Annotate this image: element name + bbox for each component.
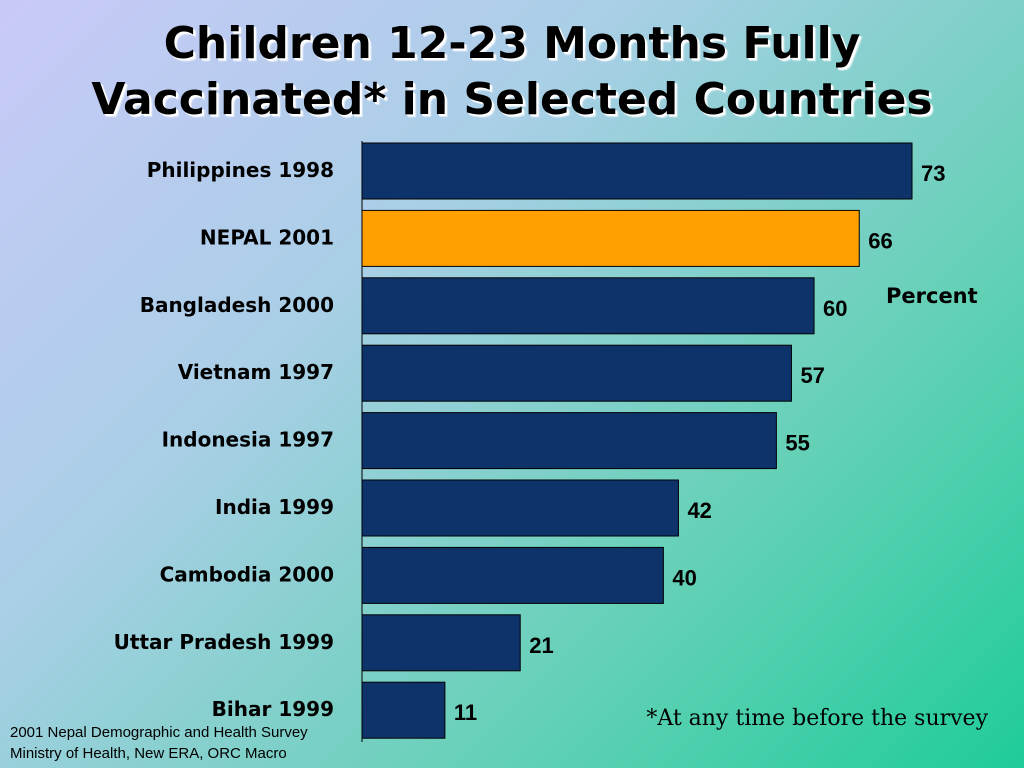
source-note: 2001 Nepal Demographic and Health Survey… [10,722,308,764]
value-label: 73 [921,161,945,186]
footnote: *At any time before the survey [646,706,988,731]
chart-title: Children 12-23 Months Fully Vaccinated* … [0,16,1024,128]
bar [361,344,792,402]
value-label: 60 [823,296,847,321]
source-line-2: Ministry of Health, New ERA, ORC Macro [10,745,287,762]
category-label: Bangladesh 2000 [140,293,334,317]
value-label: 57 [800,363,824,388]
value-label: 11 [454,700,477,725]
bar [361,142,913,200]
category-label: Bihar 1999 [212,697,334,721]
category-label: Indonesia 1997 [162,428,334,452]
value-label: 55 [785,431,809,456]
category-label: NEPAL 2001 [200,225,334,249]
value-label: 40 [672,565,696,590]
bar [361,479,679,537]
chart-title-line-2: Vaccinated* in Selected Countries [91,74,933,125]
bar [361,209,860,267]
value-label: 66 [868,228,892,253]
value-label: 21 [529,633,553,658]
bar [361,614,521,672]
category-label: Uttar Pradesh 1999 [114,630,334,654]
category-label: India 1999 [215,495,334,519]
unit-label: Percent [886,284,978,308]
bar [361,412,777,470]
bar [361,546,664,604]
chart-title-line-1: Children 12-23 Months Fully [163,18,861,69]
source-line-1: 2001 Nepal Demographic and Health Survey [10,724,308,741]
value-label: 42 [687,498,711,523]
bar [361,681,446,739]
category-label: Vietnam 1997 [178,360,334,384]
category-label: Philippines 1998 [147,158,334,182]
bar [361,277,815,335]
category-label: Cambodia 2000 [160,562,334,586]
